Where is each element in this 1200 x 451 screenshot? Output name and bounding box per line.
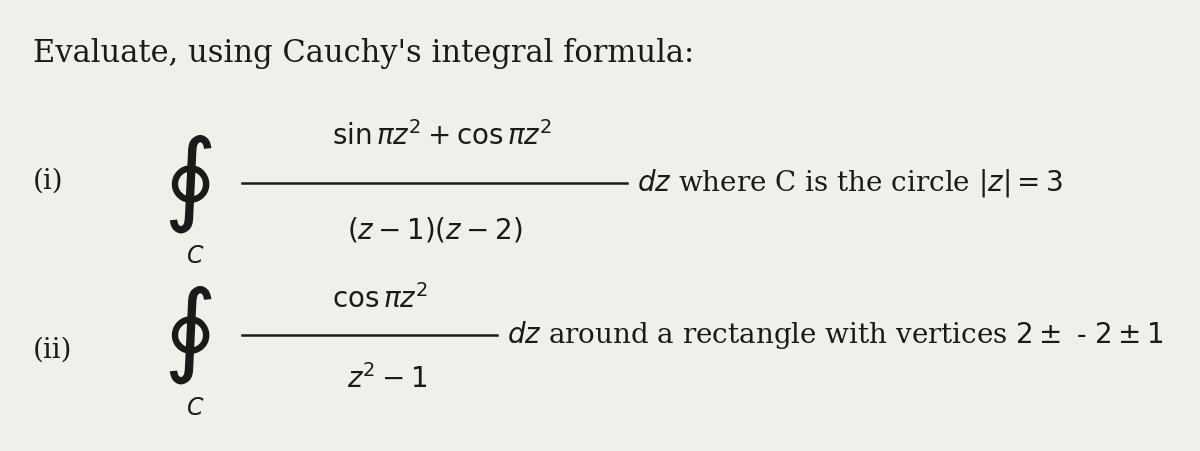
Text: $\sin \pi z^2 + \cos \pi z^2$: $\sin \pi z^2 + \cos \pi z^2$ xyxy=(332,121,552,152)
Text: $C$: $C$ xyxy=(186,245,205,268)
Text: $C$: $C$ xyxy=(186,396,205,419)
Text: Evaluate, using Cauchy's integral formula:: Evaluate, using Cauchy's integral formul… xyxy=(32,38,694,69)
Text: (ii): (ii) xyxy=(32,337,72,364)
Text: $\oint$: $\oint$ xyxy=(163,283,212,386)
Text: $dz$ where C is the circle $|z|=3$: $dz$ where C is the circle $|z|=3$ xyxy=(637,167,1063,199)
Text: $z^2 - 1$: $z^2 - 1$ xyxy=(347,364,427,394)
Text: (i): (i) xyxy=(32,167,64,194)
Text: $dz$ around a rectangle with vertices $2\pm$ - $2\pm1$: $dz$ around a rectangle with vertices $2… xyxy=(508,319,1163,350)
Text: $\oint$: $\oint$ xyxy=(163,132,212,235)
Text: $\cos \pi z^2$: $\cos \pi z^2$ xyxy=(332,284,428,314)
Text: $(z-1)(z-2)$: $(z-1)(z-2)$ xyxy=(347,216,523,244)
